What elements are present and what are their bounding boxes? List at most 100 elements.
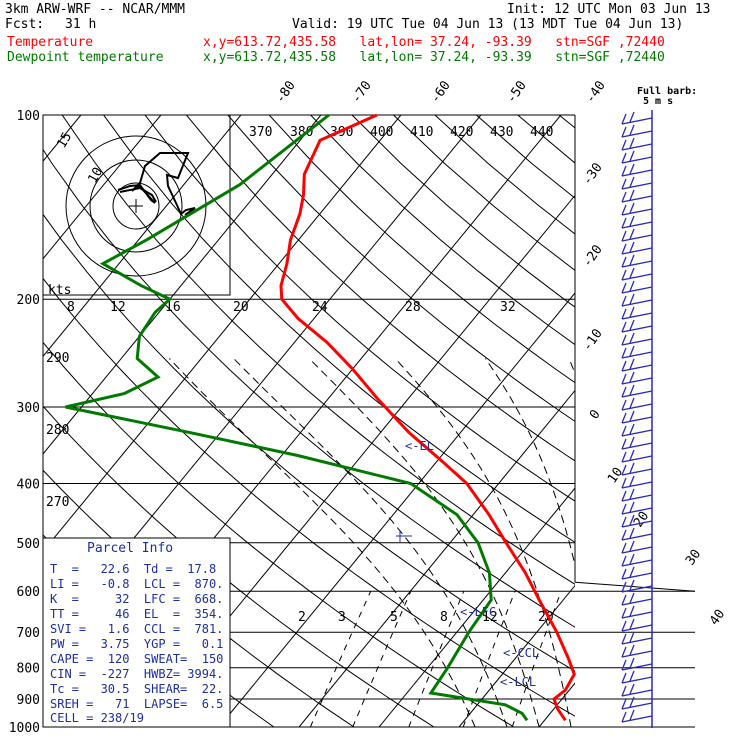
wind-barb (621, 579, 653, 593)
wind-barb (621, 397, 653, 411)
wind-barb-flag (629, 163, 635, 175)
wind-barb (621, 670, 653, 684)
dry-adiabat (186, 115, 575, 462)
parcel-info-row: CAPE = 120 SWEAT= 150 (50, 652, 223, 666)
parcel-info-row: LI = -0.8 LCL = 870. (50, 577, 223, 591)
wind-barb-flag (629, 566, 635, 578)
isotherm-line (218, 292, 575, 727)
wind-legend-label: Full barb: (637, 86, 697, 97)
wind-barb (621, 696, 653, 710)
wind-barb (621, 254, 653, 268)
wind-barb-shaft (621, 598, 653, 606)
inset-axis: kts 8 12 16 20 24 28 32 290 280 270 (46, 283, 516, 510)
isotherm-label: -70 (349, 78, 375, 106)
wind-barb (621, 449, 653, 463)
isotherm-label: -80 (273, 78, 299, 106)
dewpoint-location: x,y=613.72,435.58 lat,lon= 37.24, -93.39… (203, 50, 665, 65)
wind-barb (621, 228, 653, 242)
wind-barb-flag (629, 150, 635, 162)
wind-barb-flag (621, 464, 627, 476)
parcel-info-row: CIN = -227 HWBZ= 3994. (50, 667, 223, 681)
wind-barb-shaft (621, 468, 653, 476)
inset-axis-tick: 12 (110, 300, 126, 315)
wind-barb-flag (629, 215, 635, 227)
wind-barb-flag (629, 410, 635, 422)
wind-barb-flag (629, 462, 635, 474)
wind-barb-flag (621, 347, 627, 359)
wind-barb-flag (629, 189, 635, 201)
wind-barb-flag (621, 386, 627, 398)
wind-barb (621, 527, 653, 541)
sounding-profiles (65, 113, 576, 722)
isotherm-line (538, 682, 575, 727)
wind-barb (621, 293, 653, 307)
wind-barb-shaft (621, 286, 653, 294)
isotherm-label: -50 (504, 78, 530, 106)
wind-barb-shaft (621, 130, 653, 138)
wind-barb-flag (629, 137, 635, 149)
wind-barb-shaft (621, 247, 653, 255)
wind-barb-flag (629, 254, 635, 266)
wind-barb-shaft (621, 390, 653, 398)
wind-barb-flag (621, 607, 627, 619)
wind-barb-shaft (621, 260, 653, 268)
wind-barb-flag (621, 399, 627, 411)
wind-barb-shaft (621, 455, 653, 463)
wind-barb-shaft (621, 715, 653, 723)
wind-barb (621, 592, 653, 606)
wind-barb (621, 618, 653, 632)
level-markers: <-EL <-LFC <-CCL <-LCL (396, 439, 539, 689)
dry-adiabat (43, 213, 575, 672)
isotherm-label: 0 (587, 407, 604, 422)
wind-barb-flag (629, 683, 635, 695)
wind-barb-flag (629, 501, 635, 513)
wind-barb-flag (629, 202, 635, 214)
dry-adiabat (227, 115, 575, 423)
dry-adiabat (43, 148, 575, 628)
wind-barb (621, 280, 653, 294)
wind-barb-flag (629, 527, 635, 539)
pressure-label: 800 (17, 662, 40, 677)
pressure-label: 600 (17, 585, 40, 600)
wind-barb-shaft (621, 299, 653, 307)
wind-barb-flag (621, 672, 627, 684)
wind-barb-shaft (621, 377, 653, 385)
mixing-ratio-labels: 2 3 5 8 12 20 (298, 610, 554, 625)
dewpoint-profile (65, 113, 529, 722)
wind-barb-shaft (621, 325, 653, 333)
wind-barb-shaft (621, 702, 653, 710)
parcel-info-title: Parcel Info (87, 541, 173, 556)
wind-barb (621, 137, 653, 151)
wind-barb-flag (621, 139, 627, 151)
wind-barb-shaft (621, 312, 653, 320)
parcel-info-box (42, 537, 231, 728)
isotherm-line (298, 389, 575, 727)
mixing-ratio-label: 8 (440, 610, 448, 625)
wind-barb-flag (629, 579, 635, 591)
dry-adiabat (144, 115, 575, 502)
plot-corner-border (574, 581, 696, 592)
wind-barb-flag (621, 126, 627, 138)
wind-barb-flag (629, 228, 635, 240)
wind-barb-flag (629, 124, 635, 136)
temperature-location: x,y=613.72,435.58 lat,lon= 37.24, -93.39… (203, 35, 665, 50)
isotherm-label: -60 (428, 78, 454, 106)
wind-barb-flag (621, 334, 627, 346)
wind-barb (621, 436, 653, 450)
wind-barb-shaft (621, 663, 653, 671)
wind-barb-flag (621, 503, 627, 515)
wind-barb-flag (621, 633, 627, 645)
wind-barb (621, 657, 653, 671)
moist-adiabat (641, 359, 667, 728)
wind-barb-flag (621, 308, 627, 320)
wind-barb-flag (621, 685, 627, 697)
parcel-info-row: Tc = 30.5 SHEAR= 22. (50, 682, 223, 696)
theta-label: 430 (490, 125, 513, 140)
wind-barb (621, 488, 653, 502)
theta-label: 380 (290, 125, 313, 140)
wind-barb-shaft (621, 351, 653, 359)
isotherm-line (458, 584, 575, 727)
wind-barb-flag (621, 230, 627, 242)
dry-adiabat (268, 115, 575, 384)
